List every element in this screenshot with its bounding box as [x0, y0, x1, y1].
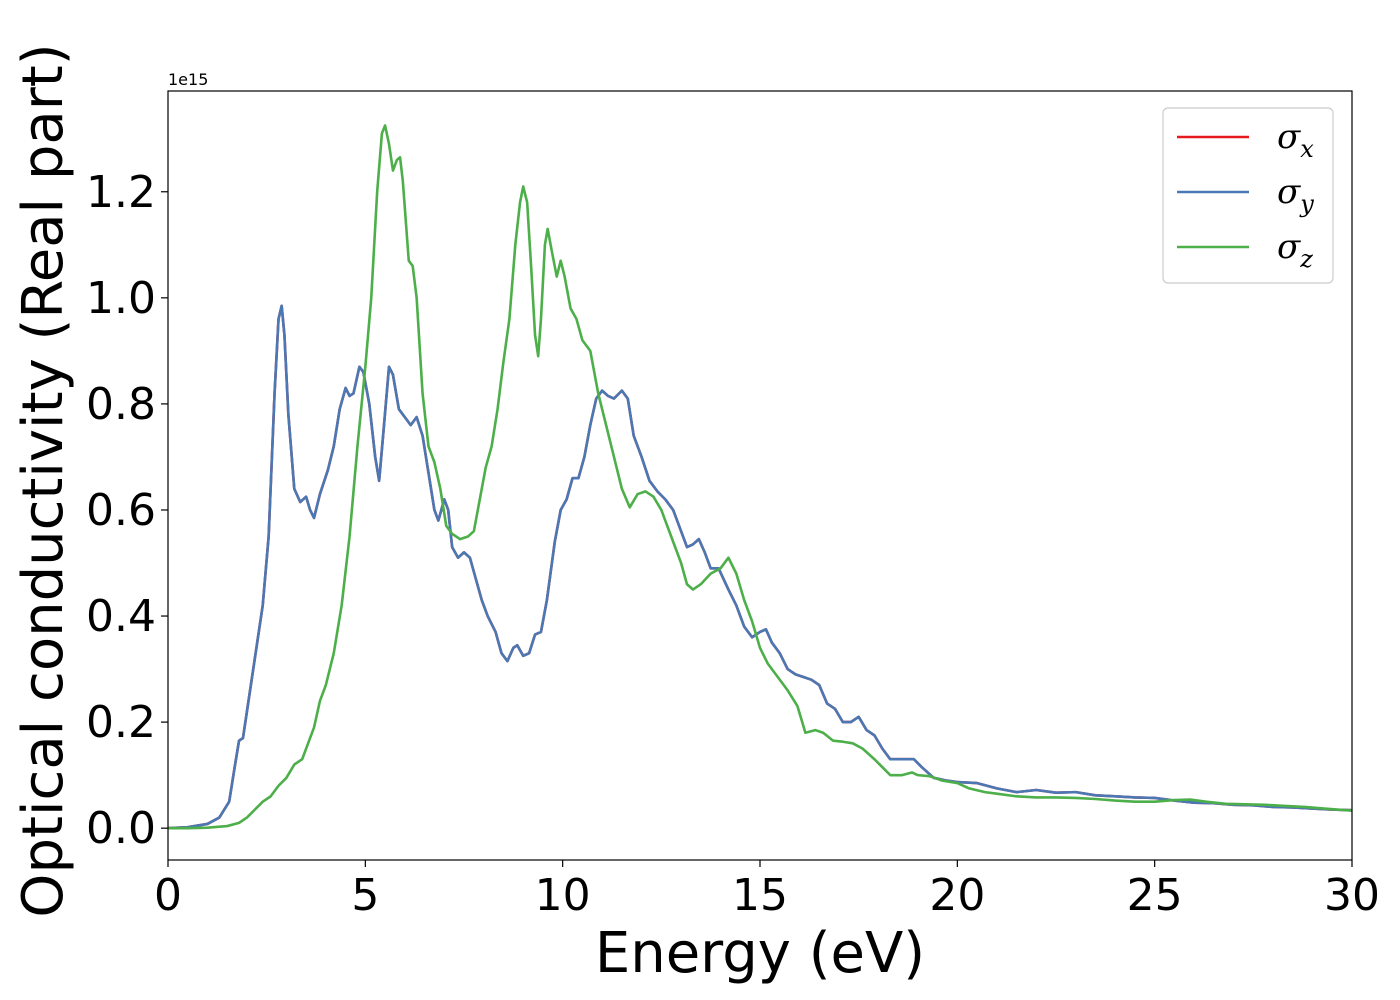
x-tick-label: 20: [929, 870, 985, 921]
y-axis: 0.0 0.2 0.4 0.6 0.8 1.0 1.2: [86, 167, 168, 854]
series-line-z: [168, 124, 1352, 830]
y-tick-label: 0.2: [86, 697, 156, 748]
series-layer: [168, 124, 1352, 830]
y-tick-label: 1.2: [86, 167, 156, 218]
legend-symbol: σ: [1277, 117, 1301, 157]
legend-subscript: x: [1300, 135, 1314, 163]
x-tick-label: 30: [1324, 870, 1380, 921]
y-offset-label: 1e15: [168, 70, 208, 89]
x-tick-label: 5: [351, 870, 379, 921]
legend-subscript: y: [1299, 190, 1314, 218]
legend-subscript: z: [1299, 245, 1313, 273]
y-tick-label: 1.0: [86, 273, 156, 324]
y-tick-label: 0.8: [86, 379, 156, 430]
legend-label-x: σx: [1277, 117, 1314, 163]
legend-label-z: σz: [1277, 227, 1313, 273]
x-tick-label: 10: [535, 870, 591, 921]
y-axis-label: Optical conductivity (Real part): [11, 43, 76, 917]
y-tick-label: 0.4: [86, 591, 156, 642]
x-axis-label: Energy (eV): [595, 921, 925, 986]
legend-label-y: σy: [1277, 172, 1314, 218]
legend-symbol: σ: [1277, 172, 1301, 212]
legend-frame: [1162, 107, 1334, 284]
y-tick-label: 0.6: [86, 485, 156, 536]
x-tick-label: 25: [1127, 870, 1183, 921]
x-tick-label: 0: [154, 870, 182, 921]
series-line-y: [168, 304, 1352, 830]
y-tick-label: 0.0: [86, 803, 156, 854]
x-axis: 0 5 10 15 20 25 30: [154, 860, 1380, 921]
legend-symbol: σ: [1277, 227, 1301, 267]
x-tick-label: 15: [732, 870, 788, 921]
